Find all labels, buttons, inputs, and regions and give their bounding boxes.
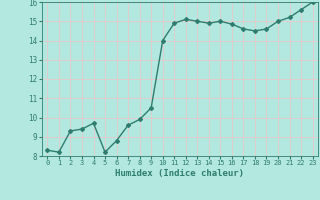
- X-axis label: Humidex (Indice chaleur): Humidex (Indice chaleur): [116, 169, 244, 178]
